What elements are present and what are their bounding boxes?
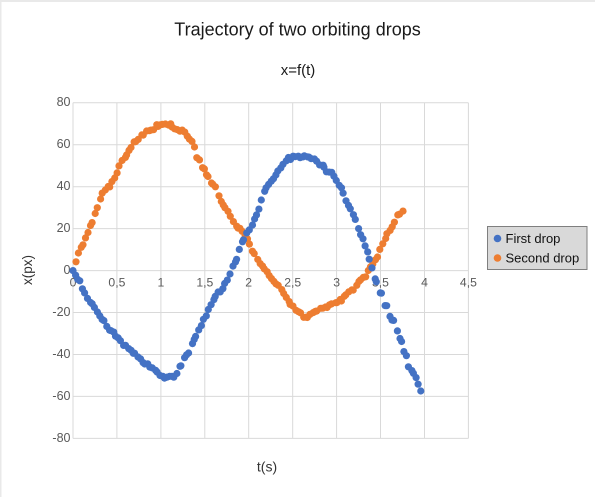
svg-text:4,5: 4,5 <box>460 276 477 290</box>
svg-text:4: 4 <box>421 276 428 290</box>
svg-text:-20: -20 <box>52 305 70 319</box>
svg-text:Second drop: Second drop <box>506 251 580 266</box>
svg-text:20: 20 <box>57 221 71 235</box>
svg-text:0: 0 <box>70 276 77 290</box>
svg-text:1: 1 <box>158 276 165 290</box>
svg-text:First drop: First drop <box>506 231 561 246</box>
svg-text:-80: -80 <box>52 431 70 445</box>
svg-text:0,5: 0,5 <box>108 276 125 290</box>
svg-text:0: 0 <box>64 263 71 277</box>
svg-text:t(s): t(s) <box>257 459 277 475</box>
svg-text:-40: -40 <box>52 347 70 361</box>
svg-text:1,5: 1,5 <box>196 276 213 290</box>
svg-text:2,5: 2,5 <box>284 276 301 290</box>
svg-text:80: 80 <box>57 95 71 109</box>
svg-text:Trajectory of two orbiting dro: Trajectory of two orbiting drops <box>174 20 420 40</box>
svg-text:-60: -60 <box>52 389 70 403</box>
svg-text:2: 2 <box>245 276 252 290</box>
svg-text:x(px): x(px) <box>20 255 35 285</box>
svg-text:40: 40 <box>57 179 71 193</box>
svg-text:x=f(t): x=f(t) <box>281 62 316 79</box>
svg-text:60: 60 <box>57 137 71 151</box>
svg-text:3: 3 <box>333 276 340 290</box>
